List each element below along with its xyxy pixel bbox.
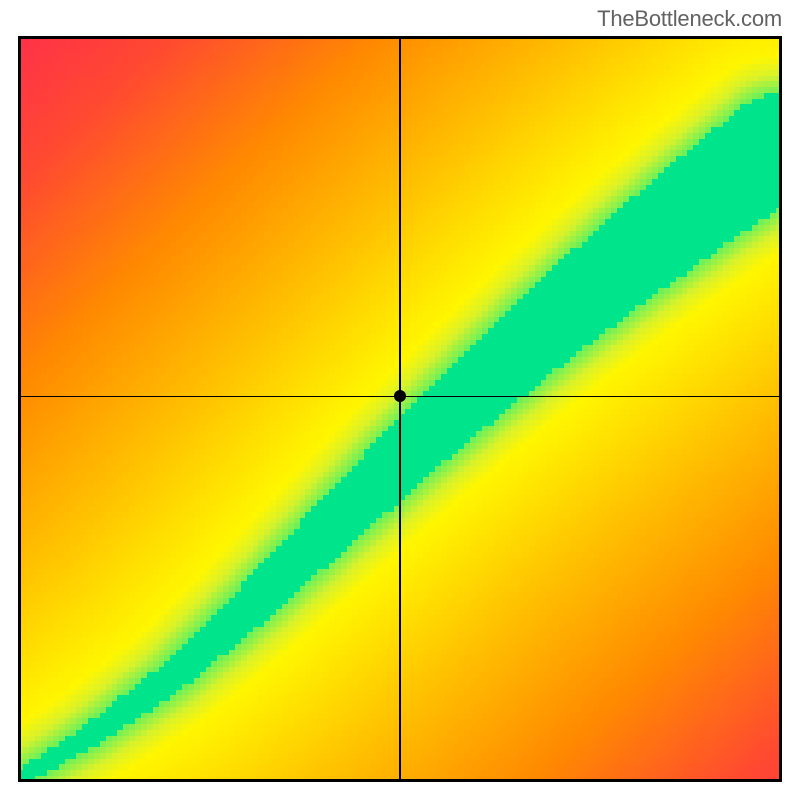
crosshair-marker <box>394 390 406 402</box>
crosshair-vertical <box>399 36 401 782</box>
bottleneck-heatmap <box>18 36 782 782</box>
watermark: TheBottleneck.com <box>597 6 782 32</box>
